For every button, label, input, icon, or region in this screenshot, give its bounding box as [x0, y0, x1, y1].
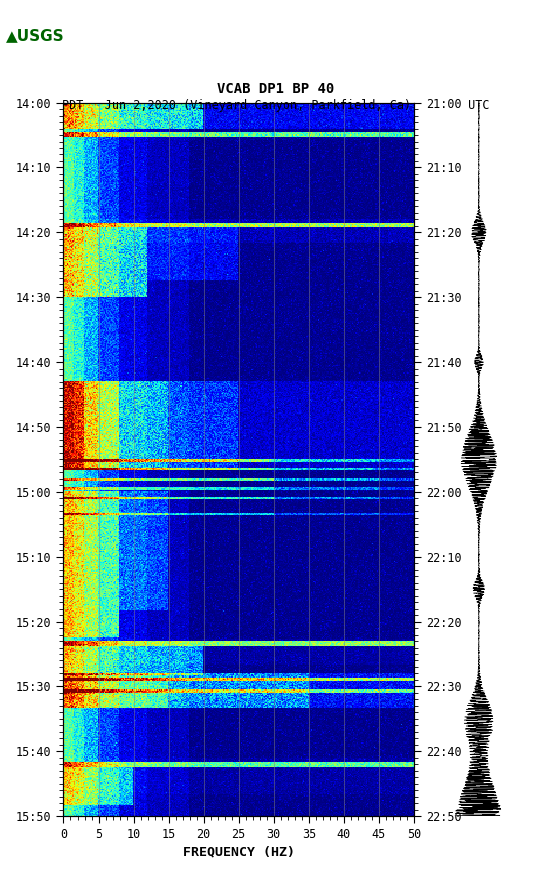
Text: VCAB DP1 BP 40: VCAB DP1 BP 40: [217, 82, 335, 96]
X-axis label: FREQUENCY (HZ): FREQUENCY (HZ): [183, 845, 295, 858]
Text: PDT   Jun 2,2020 (Vineyard Canyon, Parkfield, Ca)        UTC: PDT Jun 2,2020 (Vineyard Canyon, Parkfie…: [62, 98, 490, 112]
Text: ▲USGS: ▲USGS: [6, 29, 64, 44]
